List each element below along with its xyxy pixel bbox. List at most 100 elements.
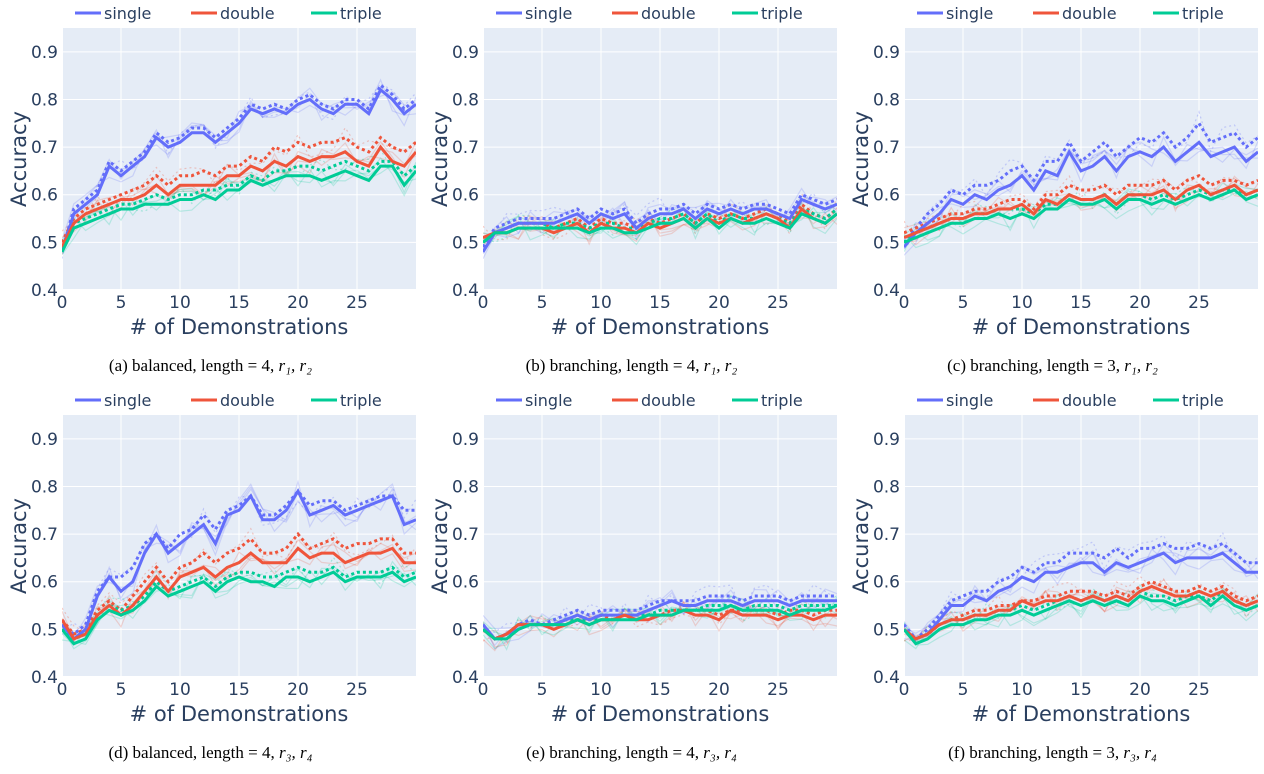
x-tick-label: 0 bbox=[478, 680, 489, 700]
triple-line bbox=[904, 594, 1258, 646]
double-dotted-line bbox=[904, 173, 1258, 235]
caption-text: (c) branching, length = 3, bbox=[947, 356, 1125, 375]
y-tick-label: 0.9 bbox=[873, 430, 900, 450]
triple-line bbox=[904, 188, 1258, 244]
series-group bbox=[483, 584, 837, 652]
x-tick-label: 25 bbox=[1188, 680, 1210, 700]
y-tick-label: 0.8 bbox=[873, 477, 900, 497]
caption-math: r₁, r₂ bbox=[703, 356, 738, 375]
double-run-trace bbox=[904, 579, 1258, 640]
x-tick-label: 5 bbox=[537, 293, 548, 313]
single-line bbox=[904, 140, 1258, 249]
legend-label-double: double bbox=[1062, 391, 1117, 410]
single-run-trace bbox=[62, 91, 416, 241]
legend: single double triple bbox=[75, 4, 382, 23]
single-run-trace-dotted bbox=[62, 485, 416, 632]
legend-label-double: double bbox=[641, 391, 696, 410]
single-run-trace bbox=[483, 589, 837, 630]
x-tick-label: 15 bbox=[1070, 680, 1092, 700]
x-tick-label: 5 bbox=[116, 293, 127, 313]
x-tick-label: 20 bbox=[1129, 680, 1151, 700]
single-dotted-line bbox=[62, 82, 416, 253]
caption-text: (b) branching, length = 4, bbox=[525, 356, 704, 375]
single-line bbox=[904, 551, 1258, 641]
double-dotted-line bbox=[62, 531, 416, 636]
x-tick-label: 10 bbox=[1011, 293, 1033, 313]
single-run-trace bbox=[62, 479, 416, 642]
caption-d: (d) balanced, length = 4, r₃, r₄ bbox=[0, 743, 421, 763]
single-dotted-line bbox=[904, 120, 1258, 244]
x-tick-label: 15 bbox=[1070, 293, 1092, 313]
single-run-trace bbox=[62, 485, 416, 638]
y-tick-label: 0.8 bbox=[31, 477, 58, 497]
double-dotted-line bbox=[62, 135, 416, 244]
chart-panel-c: 0.4 0.5 0.6 0.7 0.8 0.9 0 5 10 15 20 25 # of Demonst… bbox=[842, 0, 1263, 387]
legend-label-triple: triple bbox=[1182, 391, 1224, 410]
y-tick-label: 0.8 bbox=[452, 90, 479, 110]
single-run-trace bbox=[62, 78, 416, 248]
triple-dotted-line bbox=[62, 565, 416, 641]
legend-label-double: double bbox=[641, 4, 696, 23]
caption-text: (e) branching, length = 4, bbox=[526, 743, 704, 762]
single-line bbox=[62, 488, 416, 641]
line-chart-a: 0.4 0.5 0.6 0.7 0.8 0.9 0 5 10 15 20 25# of Demonst… bbox=[7, 4, 416, 339]
y-tick-label: 0.6 bbox=[873, 573, 900, 593]
y-tick-label: 0.8 bbox=[873, 90, 900, 110]
caption-text: (f) branching, length = 3, bbox=[948, 743, 1124, 762]
double-run-trace-dotted bbox=[483, 597, 837, 646]
x-tick-label: 5 bbox=[958, 293, 969, 313]
caption-a: (a) balanced, length = 4, r₁, r₂ bbox=[0, 356, 421, 376]
y-tick-label: 0.5 bbox=[873, 233, 900, 253]
legend-label-double: double bbox=[220, 4, 275, 23]
legend-label-triple: triple bbox=[761, 4, 803, 23]
line-chart-b: 0.4 0.5 0.6 0.7 0.8 0.9 0 5 10 15 20 25# of Demonst… bbox=[428, 4, 837, 339]
double-run-trace bbox=[62, 541, 416, 640]
chart-panel-d: 0.4 0.5 0.6 0.7 0.8 0.9 0 5 10 15 20 25 # of Demonst… bbox=[0, 387, 421, 774]
y-tick-label: 0.7 bbox=[452, 525, 479, 545]
x-tick-label: 20 bbox=[1129, 293, 1151, 313]
x-tick-label: 15 bbox=[649, 293, 671, 313]
caption-f: (f) branching, length = 3, r₃, r₄ bbox=[842, 743, 1263, 763]
series-group bbox=[483, 187, 837, 259]
series-group bbox=[904, 531, 1258, 650]
double-run-trace bbox=[483, 601, 837, 643]
y-tick-label: 0.8 bbox=[452, 477, 479, 497]
single-run-trace bbox=[904, 144, 1258, 241]
chart-panel-a: 0.4 0.5 0.6 0.7 0.8 0.9 0 5 10 15 20 25 # of Demonst… bbox=[0, 0, 421, 387]
legend-label-single: single bbox=[104, 391, 151, 410]
y-tick-label: 0.7 bbox=[452, 138, 479, 158]
x-tick-label: 5 bbox=[116, 680, 127, 700]
single-run-trace bbox=[904, 543, 1258, 642]
y-tick-label: 0.9 bbox=[31, 430, 58, 450]
triple-line bbox=[62, 164, 416, 253]
triple-run-trace-dotted bbox=[483, 594, 837, 643]
x-tick-label: 10 bbox=[590, 680, 612, 700]
x-tick-label: 25 bbox=[767, 293, 789, 313]
y-tick-label: 0.6 bbox=[31, 573, 58, 593]
single-line bbox=[483, 197, 837, 253]
x-tick-label: 15 bbox=[649, 680, 671, 700]
x-tick-label: 0 bbox=[57, 293, 68, 313]
line-chart-c: 0.4 0.5 0.6 0.7 0.8 0.9 0 5 10 15 20 25# of Demonst… bbox=[849, 4, 1258, 339]
double-run-trace-dotted bbox=[62, 527, 416, 634]
single-line bbox=[62, 87, 416, 253]
y-axis-title: Accuracy bbox=[7, 498, 31, 594]
triple-run-trace bbox=[483, 595, 837, 650]
triple-line bbox=[483, 603, 837, 641]
triple-run-trace bbox=[62, 567, 416, 647]
x-axis-title: # of Demonstrations bbox=[551, 702, 770, 726]
y-tick-label: 0.5 bbox=[452, 620, 479, 640]
double-dotted-line bbox=[904, 580, 1258, 641]
line-chart-f: 0.4 0.5 0.6 0.7 0.8 0.9 0 5 10 15 20 25# of Demonst… bbox=[849, 391, 1258, 726]
x-tick-label: 10 bbox=[590, 293, 612, 313]
y-tick-label: 0.5 bbox=[873, 620, 900, 640]
legend-label-single: single bbox=[525, 4, 572, 23]
x-tick-label: 25 bbox=[1188, 293, 1210, 313]
legend-label-triple: triple bbox=[340, 391, 382, 410]
x-tick-label: 20 bbox=[287, 680, 309, 700]
y-axis-title: Accuracy bbox=[849, 498, 873, 594]
caption-text: (a) balanced, length = 4, bbox=[108, 356, 279, 375]
line-chart-d: 0.4 0.5 0.6 0.7 0.8 0.9 0 5 10 15 20 25# of Demonst… bbox=[7, 391, 416, 726]
series-group bbox=[62, 78, 416, 259]
line-chart-e: 0.4 0.5 0.6 0.7 0.8 0.9 0 5 10 15 20 25# of Demonst… bbox=[428, 391, 837, 726]
